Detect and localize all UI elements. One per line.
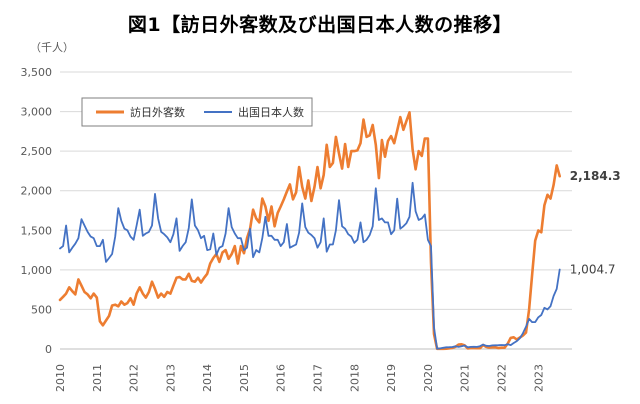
gridlines — [60, 71, 572, 350]
x-tick-label: 2022 — [495, 364, 508, 392]
y-tick-label: 2,000 — [21, 185, 53, 198]
x-tick-label: 2023 — [532, 364, 545, 392]
x-tick-label: 2011 — [91, 364, 104, 392]
x-tick-label: 2014 — [201, 364, 214, 392]
y-tick-label: 0 — [45, 343, 52, 356]
x-tick-label: 2010 — [54, 364, 67, 392]
x-axis: 2010 2011 2012 2013 2014 2015 2016 2017 2018 2019… — [54, 364, 545, 392]
y-tick-label: 2,500 — [21, 145, 53, 158]
chart-title: 図1【訪日外客数及び出国日本人数の推移】 — [127, 14, 513, 36]
y-tick-label: 1,000 — [21, 264, 53, 277]
legend-entry-label: 出国日本人数 — [238, 105, 304, 119]
end-label-visitors: 2,184.3 — [570, 169, 621, 183]
y-tick-label: 1,500 — [21, 224, 53, 237]
x-tick-label: 2013 — [164, 364, 177, 392]
x-tick-label: 2018 — [348, 364, 361, 392]
plot-series — [58, 111, 562, 351]
series-line-visitors — [58, 111, 562, 351]
x-tick-label: 2015 — [238, 364, 251, 392]
x-tick-label: 2019 — [385, 364, 398, 392]
end-label-departures: 1,004.7 — [570, 262, 616, 276]
x-tick-label: 2021 — [459, 364, 472, 392]
end-labels: 2,184.3 1,004.7 — [570, 169, 621, 276]
x-tick-label: 2017 — [312, 364, 325, 392]
y-tick-label: 500 — [31, 303, 52, 316]
x-tick-label: 2020 — [422, 364, 435, 392]
y-axis: （千人） 0 500 1,000 1,500 2,000 2,500 3,000 3,500 — [21, 41, 75, 356]
x-tick-label: 2012 — [128, 364, 141, 392]
x-tick-label: 2016 — [275, 364, 288, 392]
legend: 訪日外客数 出国日本人数 — [81, 97, 313, 127]
y-tick-label: 3,500 — [21, 66, 53, 79]
y-unit-label: （千人） — [30, 41, 74, 54]
legend-entry-label: 訪日外客数 — [130, 105, 185, 119]
series-line-departures — [59, 181, 561, 350]
y-tick-label: 3,000 — [21, 106, 53, 119]
